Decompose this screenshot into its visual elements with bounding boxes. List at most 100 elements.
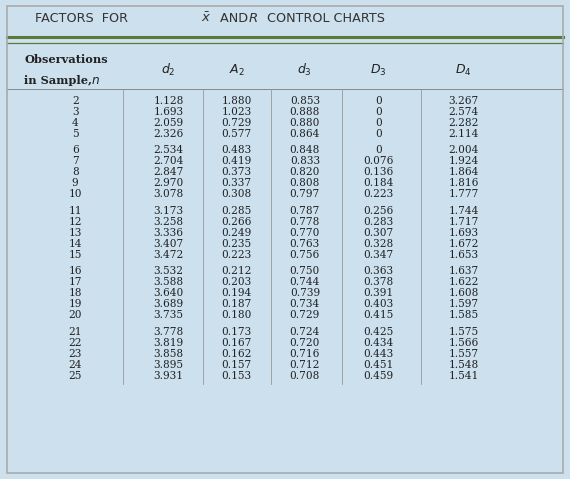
Text: $R$: $R$ [247, 11, 258, 24]
Text: 0.153: 0.153 [222, 371, 252, 381]
Text: 3: 3 [72, 107, 79, 117]
Text: 12: 12 [68, 217, 82, 227]
Text: 0.378: 0.378 [364, 277, 394, 287]
Text: 0.778: 0.778 [290, 217, 320, 227]
Text: 1.608: 1.608 [449, 288, 479, 298]
Text: 2.847: 2.847 [153, 167, 184, 177]
Text: 0.848: 0.848 [290, 145, 320, 155]
Text: 22: 22 [68, 338, 82, 348]
Text: $\mathit{A}_2$: $\mathit{A}_2$ [229, 63, 245, 78]
Text: $\bar{x}$: $\bar{x}$ [201, 11, 211, 25]
Text: 0.328: 0.328 [364, 239, 394, 249]
Text: 8: 8 [72, 167, 79, 177]
Text: 0.459: 0.459 [364, 371, 394, 381]
Text: 0.770: 0.770 [290, 228, 320, 238]
Text: 1.880: 1.880 [222, 96, 252, 106]
Text: 0.283: 0.283 [364, 217, 394, 227]
Text: 0: 0 [375, 118, 382, 128]
Text: 1.566: 1.566 [449, 338, 479, 348]
Text: 0.720: 0.720 [290, 338, 320, 348]
Text: 2.059: 2.059 [154, 118, 184, 128]
Text: $\mathit{n}$: $\mathit{n}$ [91, 74, 100, 87]
Text: 0.212: 0.212 [222, 266, 252, 276]
Text: 0.787: 0.787 [290, 205, 320, 216]
Text: 0.739: 0.739 [290, 288, 320, 298]
Text: 0.734: 0.734 [290, 299, 320, 309]
Text: 25: 25 [68, 371, 82, 381]
Text: 0.888: 0.888 [290, 107, 320, 117]
Text: 0.443: 0.443 [364, 349, 394, 359]
Text: 2.282: 2.282 [449, 118, 479, 128]
Text: 1.924: 1.924 [449, 156, 479, 166]
Text: 3.895: 3.895 [154, 360, 184, 370]
Text: 1.816: 1.816 [449, 178, 479, 188]
Text: 1.622: 1.622 [449, 277, 479, 287]
Text: 3.078: 3.078 [153, 189, 184, 199]
Text: 2.704: 2.704 [153, 156, 184, 166]
Text: 3.858: 3.858 [154, 349, 184, 359]
Text: 0.162: 0.162 [222, 349, 252, 359]
Text: 0.483: 0.483 [222, 145, 252, 155]
Text: 15: 15 [68, 250, 82, 260]
Text: 6: 6 [72, 145, 79, 155]
Text: 14: 14 [68, 239, 82, 249]
Text: 24: 24 [68, 360, 82, 370]
Text: 1.575: 1.575 [449, 327, 479, 337]
Text: 1.597: 1.597 [449, 299, 479, 309]
Text: FACTORS  FOR: FACTORS FOR [35, 11, 132, 24]
Text: 0.729: 0.729 [290, 310, 320, 320]
Text: 0.136: 0.136 [364, 167, 394, 177]
Text: 0.266: 0.266 [222, 217, 252, 227]
Text: 0.194: 0.194 [222, 288, 252, 298]
Text: 0.744: 0.744 [290, 277, 320, 287]
Text: 3.735: 3.735 [154, 310, 184, 320]
Text: 0.724: 0.724 [290, 327, 320, 337]
Text: 0: 0 [375, 96, 382, 106]
Text: 1.864: 1.864 [449, 167, 479, 177]
Text: 0.712: 0.712 [290, 360, 320, 370]
Text: 0.419: 0.419 [222, 156, 252, 166]
Text: 0.415: 0.415 [364, 310, 394, 320]
Text: 0.157: 0.157 [222, 360, 252, 370]
Text: 0.076: 0.076 [364, 156, 394, 166]
Text: 3.778: 3.778 [153, 327, 184, 337]
Text: 0.337: 0.337 [222, 178, 252, 188]
Text: 0.173: 0.173 [222, 327, 252, 337]
Text: 0.853: 0.853 [290, 96, 320, 106]
Text: $\mathit{d}_2$: $\mathit{d}_2$ [161, 62, 176, 79]
Text: 1.557: 1.557 [449, 349, 479, 359]
Text: 0.363: 0.363 [364, 266, 394, 276]
Text: 1.693: 1.693 [449, 228, 479, 238]
Text: 0.833: 0.833 [290, 156, 320, 166]
Text: 0.577: 0.577 [222, 129, 252, 139]
Text: 0.434: 0.434 [364, 338, 394, 348]
Text: 2.114: 2.114 [449, 129, 479, 139]
Text: 2.534: 2.534 [154, 145, 184, 155]
Text: 0: 0 [375, 145, 382, 155]
Text: 1.717: 1.717 [449, 217, 479, 227]
Text: AND: AND [216, 11, 252, 24]
Text: 1.541: 1.541 [449, 371, 479, 381]
Text: 1.672: 1.672 [449, 239, 479, 249]
Text: 0.391: 0.391 [364, 288, 394, 298]
Text: Observations: Observations [24, 54, 108, 65]
Text: 0.750: 0.750 [290, 266, 320, 276]
Text: 0.403: 0.403 [364, 299, 394, 309]
Text: 3.819: 3.819 [154, 338, 184, 348]
Text: 0.187: 0.187 [222, 299, 252, 309]
Text: 1.128: 1.128 [153, 96, 184, 106]
Text: 19: 19 [68, 299, 82, 309]
Text: 0.763: 0.763 [290, 239, 320, 249]
Text: 0.347: 0.347 [364, 250, 394, 260]
Text: 3.640: 3.640 [153, 288, 184, 298]
Text: $\mathit{D}_3$: $\mathit{D}_3$ [370, 63, 387, 78]
Text: 0.308: 0.308 [222, 189, 252, 199]
Text: 3.267: 3.267 [449, 96, 479, 106]
Text: 17: 17 [68, 277, 82, 287]
Text: 21: 21 [68, 327, 82, 337]
Text: 1.548: 1.548 [449, 360, 479, 370]
Text: 7: 7 [72, 156, 79, 166]
Text: 2: 2 [72, 96, 79, 106]
Text: 1.585: 1.585 [449, 310, 479, 320]
Text: 13: 13 [68, 228, 82, 238]
